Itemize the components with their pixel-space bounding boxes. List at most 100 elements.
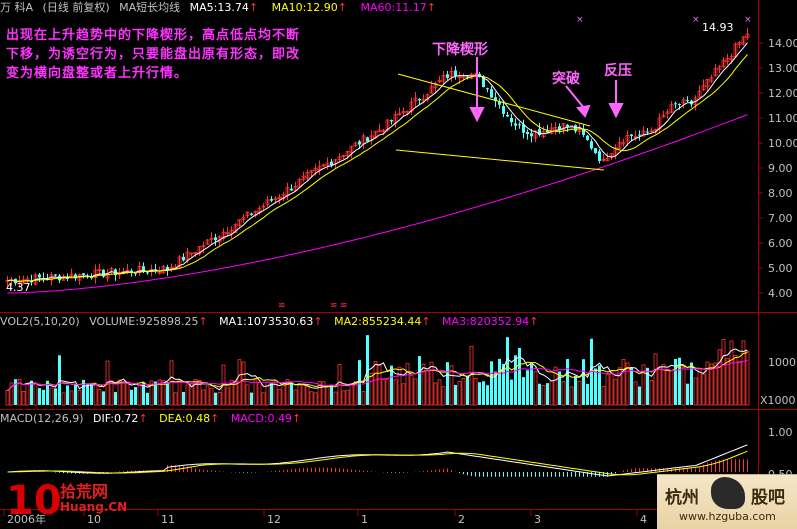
volume-bar <box>625 362 630 406</box>
volume-bar <box>114 392 117 405</box>
volume-bar <box>301 384 306 406</box>
volume-header: VOL2(5,10,20) VOLUME:925898.25↑ MA1:1073… <box>0 314 544 330</box>
volume-bar <box>46 380 49 405</box>
volume-bar <box>549 380 554 406</box>
event-mark-icon: × <box>576 15 584 25</box>
candle-body <box>502 106 505 114</box>
volume-bar <box>285 379 290 406</box>
candle-body <box>678 103 681 105</box>
volume-bar <box>494 371 497 405</box>
candle-body <box>225 232 230 235</box>
volume-bar <box>154 381 157 405</box>
candle-body <box>522 124 525 133</box>
candle-body <box>209 237 214 240</box>
volume-bar <box>90 384 93 405</box>
volume-bar <box>134 387 137 405</box>
volume-bar <box>253 379 258 406</box>
volume-bar <box>146 392 149 405</box>
volume-bar <box>74 383 77 405</box>
volume-bar <box>161 380 166 406</box>
price-axis-label: 7.00 <box>768 212 793 225</box>
volume-bar <box>478 382 481 405</box>
candle-body <box>725 58 730 63</box>
volume-bar <box>533 371 538 406</box>
volume-bar <box>325 386 330 406</box>
volume-bar <box>358 360 361 405</box>
candle-body <box>729 56 734 60</box>
candle-body <box>701 85 706 91</box>
volume-bar <box>42 389 45 405</box>
volume-bar <box>229 379 234 406</box>
volume-bar <box>33 382 38 406</box>
macd-axis-1: 1.00 <box>768 426 793 439</box>
candle-body <box>661 114 666 118</box>
candle-body <box>390 120 393 122</box>
volume-bar <box>446 362 449 405</box>
candle-body <box>454 70 457 77</box>
candle-body <box>561 123 566 131</box>
volume-bar <box>633 381 638 406</box>
candle-body <box>418 99 421 101</box>
x-axis-label: 2006年 <box>7 512 46 526</box>
candle-body <box>709 77 714 82</box>
macd-dif: DIF:0.72 <box>93 412 139 425</box>
candle-body <box>721 59 726 68</box>
volume-bar <box>390 365 393 405</box>
volume-bar <box>193 379 198 406</box>
volume-bar <box>697 368 702 406</box>
candle-body <box>221 231 226 239</box>
candle-body <box>290 188 293 191</box>
candle-body <box>466 76 469 78</box>
volume-bar <box>173 392 178 406</box>
volume-bar <box>54 388 57 405</box>
vol-volume: VOLUME:925898.25 <box>89 315 199 328</box>
price-header: 万 科A (日线 前复权) MA短长均线 MA5:13.74↑ MA10:12.… <box>0 0 442 16</box>
candle-body <box>646 131 649 133</box>
volume-bar <box>38 388 41 405</box>
volume-bar <box>405 363 410 406</box>
volume-bar <box>705 361 710 406</box>
volume-bar <box>733 354 738 406</box>
volume-bar <box>245 384 250 406</box>
volume-bar <box>137 384 142 406</box>
candle-body <box>265 199 270 205</box>
volume-bar <box>130 389 133 405</box>
candle-body <box>166 266 169 270</box>
volume-bar <box>69 390 74 406</box>
candle-body <box>486 88 489 90</box>
volume-bar <box>669 370 674 406</box>
candle-body <box>717 66 722 70</box>
macd-value: MACD:0.49 <box>230 412 292 425</box>
volume-bar <box>197 379 202 406</box>
volume-bar <box>582 359 585 405</box>
volume-bar <box>433 382 438 406</box>
candle-body <box>737 42 742 45</box>
volume-bar <box>605 374 610 406</box>
candle-body <box>601 159 606 161</box>
volume-bar <box>461 378 466 406</box>
volume-bar <box>102 391 105 405</box>
volume-bar <box>397 366 402 406</box>
breakout-arrowhead-icon <box>576 104 591 118</box>
volume-bar <box>381 379 386 406</box>
candle-body <box>441 75 446 82</box>
signal-mark-icon: ≋ <box>340 301 348 311</box>
volume-bar <box>14 379 17 405</box>
volume-bar <box>686 383 689 405</box>
wedge-upper-line <box>397 73 591 127</box>
candle-body <box>305 172 310 179</box>
candle-body <box>745 33 750 38</box>
volume-bar <box>333 391 338 406</box>
candle-body <box>510 117 513 123</box>
price-axis-label: 11.00 <box>768 112 797 125</box>
candle-body <box>125 269 130 272</box>
volume-bar <box>641 364 646 406</box>
candle-body <box>669 104 674 113</box>
candle-body <box>93 269 98 279</box>
candle-body <box>134 272 137 274</box>
candle-body <box>337 156 342 160</box>
candle-body <box>381 129 386 133</box>
x-axis-label: 2 <box>458 513 465 526</box>
candle-body <box>577 128 582 132</box>
